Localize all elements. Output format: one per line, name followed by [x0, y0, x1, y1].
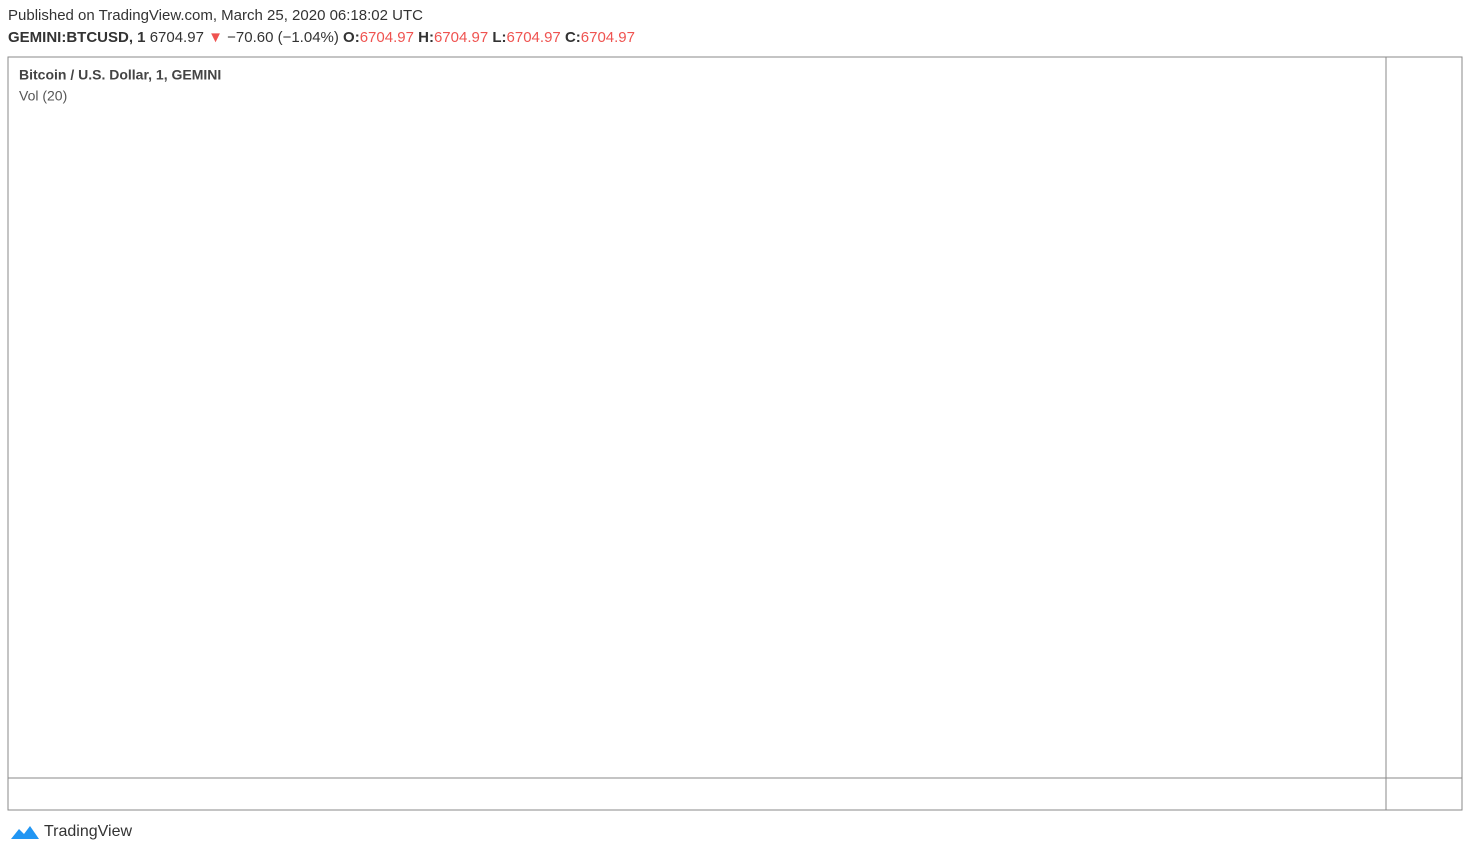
o-label: O:	[343, 29, 360, 46]
close: 6704.97	[580, 29, 635, 46]
symbol: GEMINI:BTCUSD, 1	[8, 29, 146, 46]
arrow: ▼	[208, 29, 223, 46]
low: 6704.97	[506, 29, 561, 46]
l-label: L:	[492, 29, 507, 46]
brand: TradingView	[44, 823, 133, 840]
c-label: C:	[564, 29, 581, 46]
legend-sub: Vol (20)	[19, 88, 67, 104]
footer: TradingView	[10, 823, 132, 841]
open: 6704.97	[359, 29, 414, 46]
logo	[11, 826, 39, 839]
symbol-line: GEMINI:BTCUSD, 1 6704.97 ▼ −70.60 (−1.04…	[8, 29, 635, 46]
legend-title: Bitcoin / U.S. Dollar, 1, GEMINI	[19, 67, 221, 83]
frame	[7, 56, 1463, 811]
published-line: Published on TradingView.com, March 25, …	[8, 7, 423, 24]
last: 6704.97	[149, 29, 204, 46]
h-label: H:	[418, 29, 434, 46]
chart: Bitcoin / U.S. Dollar, 1, GEMINI Vol (20…	[7, 56, 1463, 811]
change: −70.60 (−1.04%)	[227, 29, 339, 46]
high: 6704.97	[433, 29, 489, 46]
